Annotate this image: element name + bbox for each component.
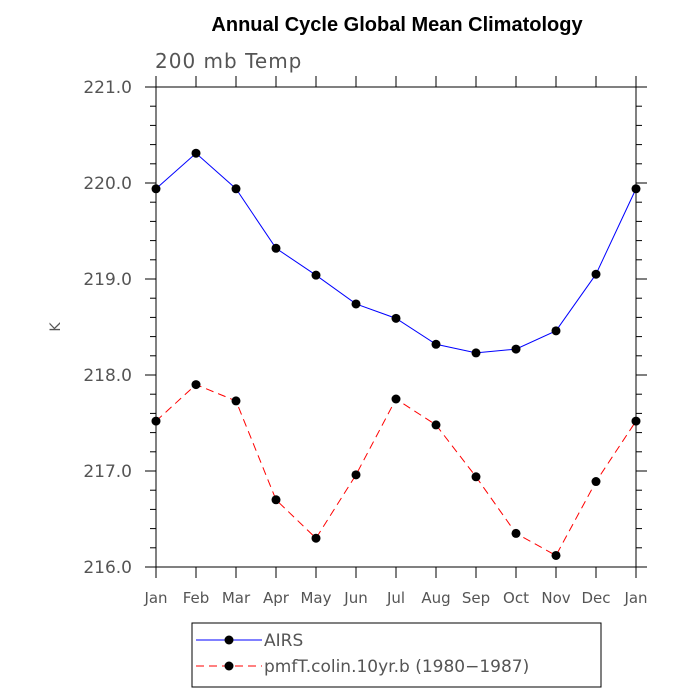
x-tick-label: Sep — [462, 589, 490, 607]
data-point — [351, 299, 361, 309]
data-point — [231, 396, 241, 406]
series-line-1 — [155, 384, 637, 557]
data-point — [351, 470, 361, 480]
legend-label: AIRS — [264, 631, 303, 651]
axis-ticks: 216.0 217.0 218.0 219.0 220.0 221.0 Jan Feb Mar A… — [83, 76, 648, 607]
y-tick-label: 219.0 — [83, 270, 132, 290]
x-tick-label: Apr — [263, 589, 290, 607]
data-point — [271, 495, 281, 505]
data-point — [631, 416, 641, 426]
data-point — [631, 184, 641, 194]
y-tick-label: 221.0 — [83, 78, 132, 98]
x-tick-label: Mar — [222, 589, 251, 607]
x-tick-label: Aug — [421, 589, 450, 607]
data-point — [151, 416, 161, 426]
data-point — [191, 148, 201, 158]
data-point — [391, 394, 401, 404]
data-point — [551, 550, 561, 560]
x-tick-label: Feb — [183, 589, 210, 607]
y-tick-label: 220.0 — [83, 174, 132, 194]
y-axis-label: K — [48, 322, 64, 332]
legend-marker — [224, 661, 234, 671]
y-tick-label: 217.0 — [83, 462, 132, 482]
x-tick-label: Jan — [143, 589, 167, 607]
data-point — [191, 380, 201, 390]
y-tick-label: 216.0 — [83, 558, 132, 578]
data-point — [511, 344, 521, 354]
legend: AIRS pmfT.colin.10yr.b (1980−1987) — [191, 622, 602, 688]
data-point — [311, 270, 321, 280]
legend-box — [191, 622, 602, 688]
data-point — [151, 184, 161, 194]
data-point — [431, 339, 441, 349]
data-point — [471, 472, 481, 482]
x-tick-label: May — [300, 589, 331, 607]
x-tick-label: Dec — [581, 589, 610, 607]
x-tick-label: Nov — [541, 589, 570, 607]
data-point — [431, 420, 441, 430]
data-point — [591, 269, 601, 279]
chart-subtitle: 200 mb Temp — [155, 49, 302, 73]
data-point — [271, 243, 281, 253]
x-tick-label: Oct — [503, 589, 529, 607]
data-point — [391, 313, 401, 323]
y-tick-label: 218.0 — [83, 366, 132, 386]
data-point — [231, 184, 241, 194]
legend-marker — [224, 635, 234, 645]
chart-title: Annual Cycle Global Mean Climatology — [211, 14, 583, 36]
x-tick-label: Jul — [386, 589, 405, 607]
legend-label: pmfT.colin.10yr.b (1980−1987) — [264, 657, 529, 677]
data-point — [311, 533, 321, 543]
data-point — [551, 326, 561, 336]
x-tick-label: Jan — [623, 589, 647, 607]
plot-frame — [155, 86, 637, 568]
series-line-0 — [155, 152, 637, 354]
data-point — [471, 348, 481, 358]
series-layer — [151, 148, 641, 560]
data-point — [511, 528, 521, 538]
x-tick-label: Jun — [343, 589, 367, 607]
data-point — [591, 477, 601, 487]
